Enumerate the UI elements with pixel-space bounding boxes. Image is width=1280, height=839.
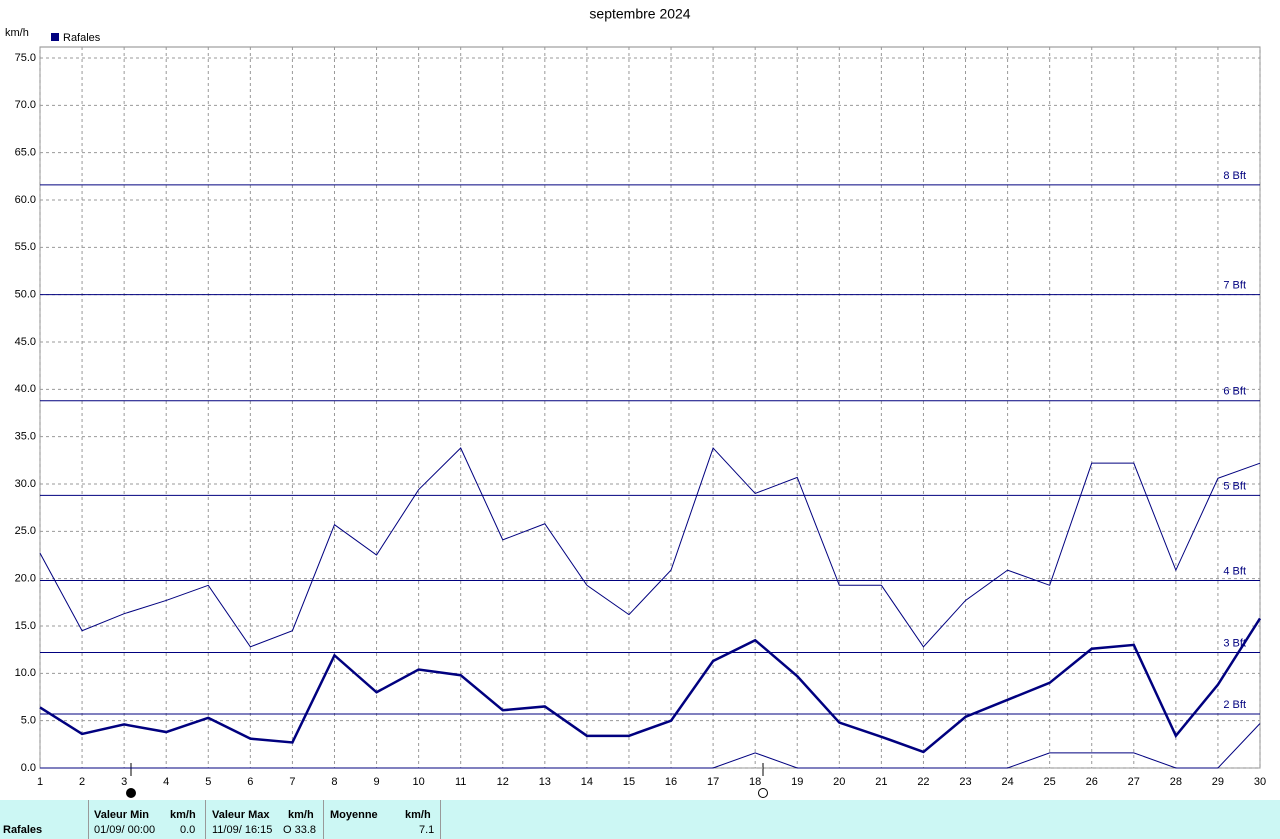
date: 11/09/ 16:15 xyxy=(212,824,273,836)
x-tick-label: 26 xyxy=(1086,776,1098,788)
x-tick-label: 10 xyxy=(412,776,424,788)
y-tick-label: 75.0 xyxy=(15,52,36,64)
x-tick-label: 16 xyxy=(665,776,677,788)
series-line xyxy=(39,447,1261,648)
row-label: Rafales xyxy=(3,824,43,836)
summary: Rafales Valeur Min km/h 01/09/ 00:00 0.0… xyxy=(0,800,1280,839)
value: 7.1 xyxy=(419,824,435,836)
x-tick-label: 1 xyxy=(37,776,43,788)
x-tick-label: 9 xyxy=(373,776,379,788)
x-tick-label: 18 xyxy=(749,776,761,788)
header: Moyenne xyxy=(330,809,378,821)
x-tick-label: 17 xyxy=(707,776,719,788)
beaufort-label: 6 Bft xyxy=(1223,386,1246,398)
legend-label: Rafales xyxy=(63,32,101,44)
x-tick-label: 29 xyxy=(1212,776,1224,788)
beaufort-label: 8 Bft xyxy=(1223,170,1246,182)
x-tick-label: 2 xyxy=(79,776,85,788)
y-tick-label: 70.0 xyxy=(15,99,36,111)
y-tick-label: 30.0 xyxy=(15,478,36,490)
series-line xyxy=(39,617,1262,754)
x-tick-label: 20 xyxy=(833,776,845,788)
y-unit: km/h xyxy=(5,27,29,39)
y-tick-label: 35.0 xyxy=(15,431,36,443)
chart-title: septembre 2024 xyxy=(589,6,690,22)
y-tick-label: 55.0 xyxy=(15,241,36,253)
x-tick-label: 4 xyxy=(163,776,169,788)
x-tick-label: 24 xyxy=(1001,776,1013,788)
beaufort-label: 4 Bft xyxy=(1223,565,1246,577)
y-tick-label: 50.0 xyxy=(15,289,36,301)
beaufort-label: 2 Bft xyxy=(1223,699,1246,711)
y-tick-label: 5.0 xyxy=(21,715,36,727)
x-tick-label: 11 xyxy=(455,776,466,788)
x-tick-label: 22 xyxy=(917,776,929,788)
y-tick-label: 10.0 xyxy=(15,667,36,679)
beaufort-label: 3 Bft xyxy=(1223,637,1246,649)
x-tick-label: 21 xyxy=(875,776,887,788)
y-tick-label: 20.0 xyxy=(15,573,36,585)
x-tick-label: 19 xyxy=(791,776,803,788)
value: O 33.8 xyxy=(283,824,317,836)
y-tick-label: 45.0 xyxy=(15,336,36,348)
unit: km/h xyxy=(405,809,431,821)
y-tick-label: 60.0 xyxy=(15,194,36,206)
x-tick-label: 6 xyxy=(247,776,253,788)
x-tick-label: 8 xyxy=(331,776,337,788)
x-tick-label: 25 xyxy=(1044,776,1056,788)
y-tick-label: 40.0 xyxy=(15,383,36,395)
x-tick-label: 27 xyxy=(1128,776,1140,788)
new-moon xyxy=(126,788,136,798)
header: Valeur Max xyxy=(212,809,270,821)
x-tick-label: 7 xyxy=(289,776,295,788)
beaufort-label: 7 Bft xyxy=(1223,280,1246,292)
x-tick-label: 15 xyxy=(623,776,635,788)
y-tick-label: 0.0 xyxy=(21,762,36,774)
y-tick-label: 65.0 xyxy=(15,147,36,159)
header: Valeur Min xyxy=(94,809,150,821)
date: 01/09/ 00:00 xyxy=(94,824,156,836)
beaufort-label: 5 Bft xyxy=(1223,480,1246,492)
x-tick-label: 14 xyxy=(581,776,593,788)
x-tick-label: 5 xyxy=(205,776,211,788)
x-tick-label: 23 xyxy=(959,776,971,788)
full-moon xyxy=(758,788,768,798)
value: 0.0 xyxy=(180,824,196,836)
series-line xyxy=(40,723,1261,769)
chart: septembre 2024 km/h Rafales 0.05.010.015… xyxy=(5,6,1266,798)
x-tick-label: 30 xyxy=(1254,776,1266,788)
x-tick-label: 12 xyxy=(497,776,509,788)
unit: km/h xyxy=(288,809,314,821)
x-tick-label: 3 xyxy=(121,776,127,788)
unit: km/h xyxy=(170,809,196,821)
x-tick-label: 28 xyxy=(1170,776,1182,788)
y-tick-label: 25.0 xyxy=(15,525,36,537)
y-tick-label: 15.0 xyxy=(15,620,36,632)
x-tick-label: 13 xyxy=(539,776,551,788)
legend-swatch xyxy=(51,33,59,41)
